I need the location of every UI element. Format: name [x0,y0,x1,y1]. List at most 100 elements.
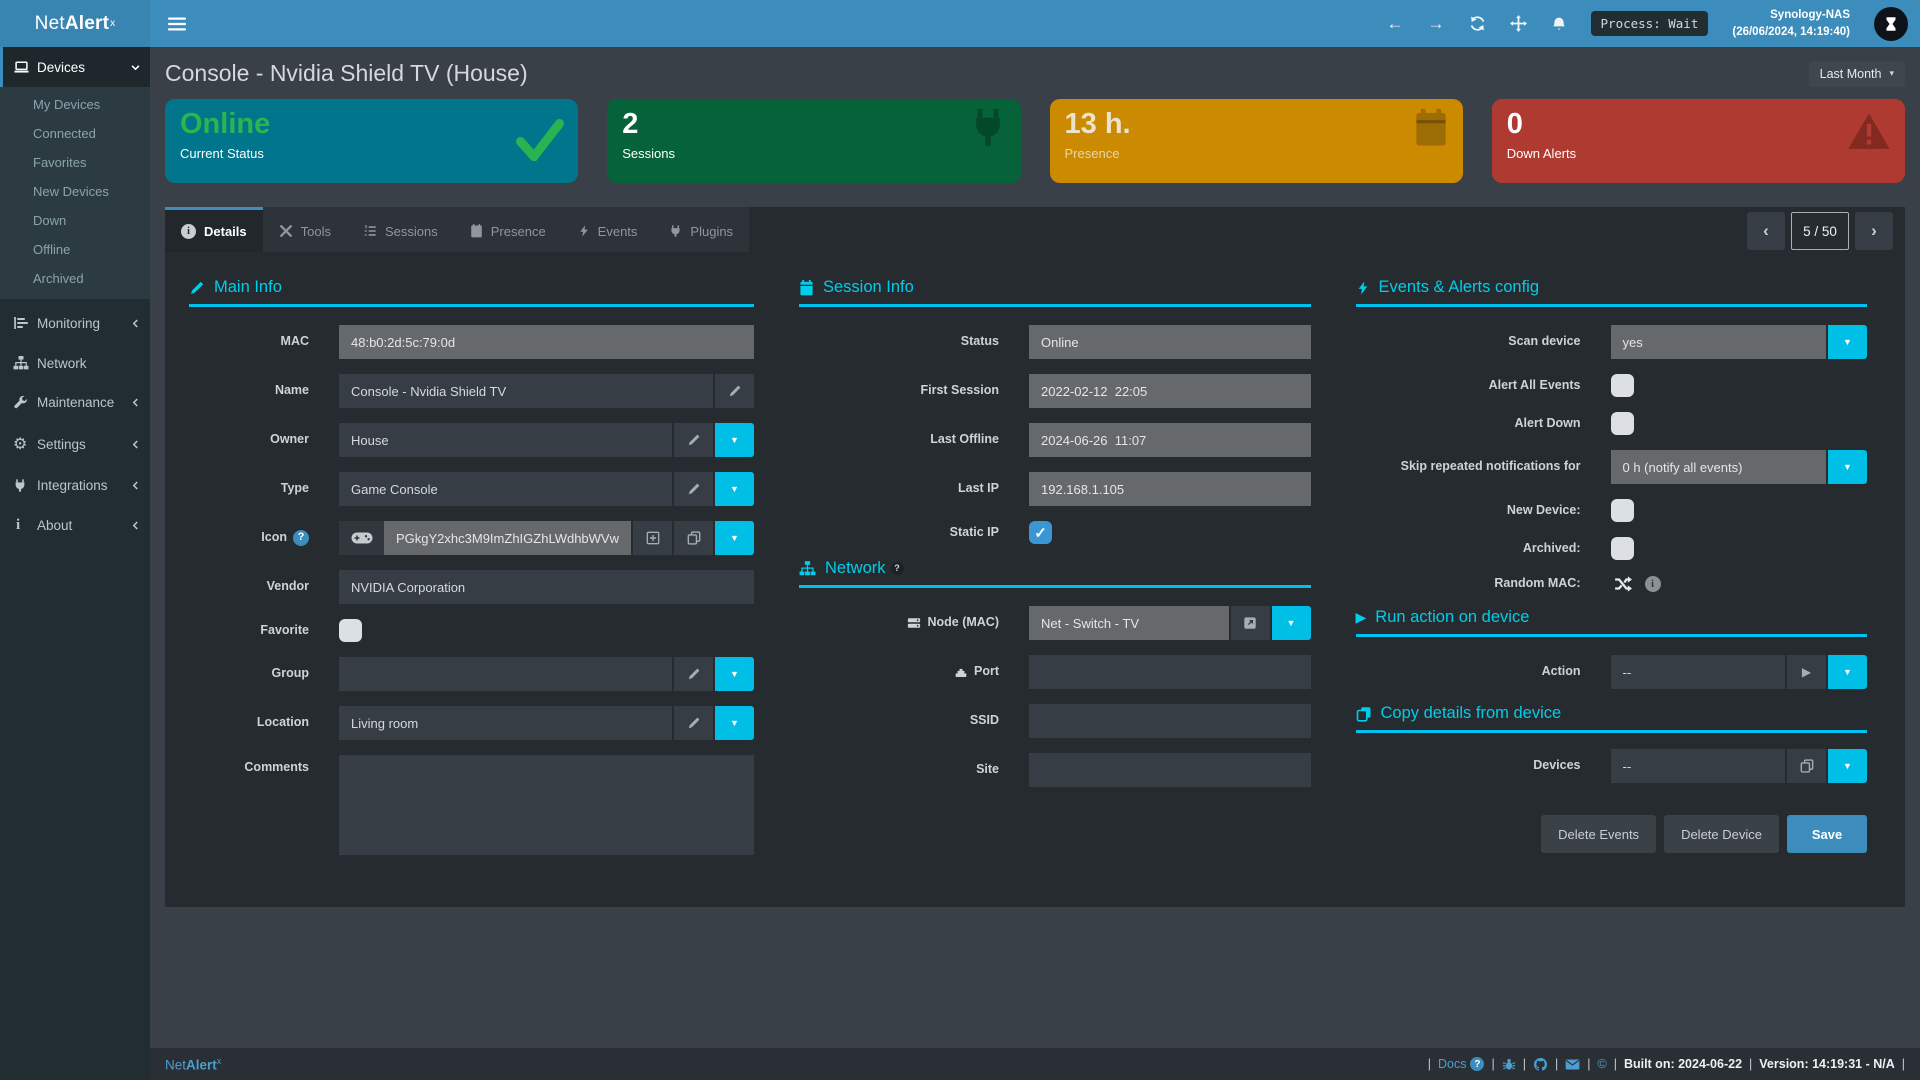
host-datetime: (26/06/2024, 14:19:40) [1732,25,1850,38]
open-node-button[interactable] [1230,606,1270,640]
sidebar-item-network[interactable]: Network [0,343,150,383]
favorite-checkbox[interactable]: ✓ [339,619,362,642]
delete-device-button[interactable]: Delete Device [1664,815,1779,853]
vendor-field[interactable]: NVIDIA Corporation [339,570,754,604]
footer-brand[interactable]: NetAlertx [165,1055,222,1073]
edit-owner-button[interactable] [674,423,713,457]
site-field[interactable] [1029,753,1311,787]
new-device-label: New Device: [1506,502,1581,517]
prev-device-button[interactable]: ‹ [1747,212,1785,250]
app-logo[interactable]: Net Alert x [0,0,150,47]
sidebar-toggle-icon[interactable] [168,17,186,31]
edit-name-button[interactable] [715,374,754,408]
tab-presence[interactable]: Presence [454,207,562,252]
edit-group-button[interactable] [674,657,713,691]
back-arrow-icon[interactable]: ← [1386,14,1404,33]
owner-field[interactable]: House [339,423,672,457]
devices-copy-select[interactable]: -- [1610,749,1785,783]
alert-all-events-checkbox[interactable]: ✓ [1610,374,1634,397]
type-field[interactable]: Game Console [339,472,672,506]
tab-tools[interactable]: Tools [263,207,347,252]
help-icon[interactable]: ? [293,530,309,546]
static-ip-checkbox[interactable]: ✓ [1029,521,1052,544]
type-dropdown-button[interactable]: ▼ [715,472,754,506]
docs-link[interactable]: Docs ? [1438,1057,1485,1071]
presence-card[interactable]: 13 h. Presence [1049,99,1463,183]
group-label: Group [271,666,310,681]
github-icon[interactable] [1533,1057,1548,1072]
run-action-button[interactable]: ▶ [1787,655,1826,689]
tab-sessions[interactable]: Sessions [347,207,454,252]
sidebar-item-archived[interactable]: Archived [33,271,84,286]
skip-notifications-select[interactable]: 0 h (notify all events) [1610,450,1826,484]
copyright-link[interactable]: © [1597,1057,1607,1071]
separator: | [1749,1057,1753,1071]
edit-type-button[interactable] [674,472,713,506]
node-mac-dropdown-button[interactable]: ▼ [1271,606,1311,640]
tab-plugins[interactable]: Plugins [653,207,749,252]
sidebar-item-integrations[interactable]: Integrations [0,466,150,505]
user-avatar[interactable] [1874,6,1908,41]
period-select[interactable]: Last Month ▾ [1808,60,1905,87]
sidebar-item-settings[interactable]: ⚙ Settings [0,422,150,466]
help-icon[interactable]: ? [890,561,904,575]
name-field[interactable]: Console - Nvidia Shield TV [339,374,713,408]
alert-down-checkbox[interactable]: ✓ [1610,412,1634,435]
copy-icon [1356,706,1372,722]
sidebar-item-monitoring[interactable]: Monitoring [0,303,150,343]
ssid-field[interactable] [1029,704,1311,738]
status-card[interactable]: Online Current Status [165,99,579,183]
sidebar-item-about[interactable]: i About [0,505,150,546]
sidebar-item-devices[interactable]: Devices [0,47,150,87]
action-select[interactable]: -- [1610,655,1785,689]
copy-from-device-button[interactable] [1787,749,1826,783]
plug-icon [13,478,37,493]
port-field[interactable] [1029,655,1311,689]
comments-textarea[interactable] [339,755,754,855]
delete-events-button[interactable]: Delete Events [1541,815,1657,853]
new-device-checkbox[interactable]: ✓ [1610,499,1634,522]
favorite-label: Favorite [260,622,309,637]
location-field[interactable]: Living room [339,706,672,740]
down-alerts-card[interactable]: 0 Down Alerts [1491,99,1905,183]
sidebar-item-offline[interactable]: Offline [33,242,71,257]
info-icon[interactable]: i [1644,576,1661,592]
move-icon[interactable] [1509,15,1527,32]
sidebar-item-label: About [37,518,73,533]
status-card-label: Current Status [180,146,264,162]
bell-icon[interactable] [1551,16,1567,32]
tab-events[interactable]: Events [562,207,654,252]
edit-location-button[interactable] [674,706,713,740]
sidebar-item-down[interactable]: Down [33,213,67,228]
action-dropdown-button[interactable]: ▼ [1828,655,1867,689]
sidebar-item-new-devices[interactable]: New Devices [33,184,109,199]
sidebar-item-connected[interactable]: Connected [33,126,96,141]
refresh-icon[interactable] [1469,15,1486,32]
chevron-left-icon [130,480,141,491]
group-dropdown-button[interactable]: ▼ [715,657,754,691]
copy-icon-button[interactable] [674,521,713,555]
add-icon-button[interactable] [633,521,672,555]
sessions-card[interactable]: 2 Sessions [607,99,1021,183]
presence-card-value: 13 h. [1064,108,1131,140]
separator: | [1587,1057,1591,1071]
tab-details[interactable]: i Details [165,207,263,252]
icon-code-field: PGkgY2xhc3M9ImZhIGZhLWdhbWVw [384,521,631,555]
skip-notifications-dropdown-button[interactable]: ▼ [1828,450,1867,484]
save-button[interactable]: Save [1787,815,1867,853]
devices-copy-dropdown-button[interactable]: ▼ [1828,749,1867,783]
next-device-button[interactable]: › [1855,212,1893,250]
forward-arrow-icon[interactable]: → [1427,14,1445,33]
icon-dropdown-button[interactable]: ▼ [715,521,754,555]
scan-device-dropdown-button[interactable]: ▼ [1828,325,1867,359]
sidebar-item-favorites[interactable]: Favorites [33,155,87,170]
bug-report-icon[interactable] [1502,1057,1516,1071]
owner-dropdown-button[interactable]: ▼ [715,423,754,457]
archived-checkbox[interactable]: ✓ [1610,537,1634,560]
scan-device-select[interactable]: yes [1610,325,1826,359]
email-icon[interactable] [1565,1058,1580,1070]
group-field[interactable] [339,657,672,691]
sidebar-item-maintenance[interactable]: Maintenance [0,383,150,422]
location-dropdown-button[interactable]: ▼ [715,706,754,740]
sidebar-item-my-devices[interactable]: My Devices [33,97,101,112]
